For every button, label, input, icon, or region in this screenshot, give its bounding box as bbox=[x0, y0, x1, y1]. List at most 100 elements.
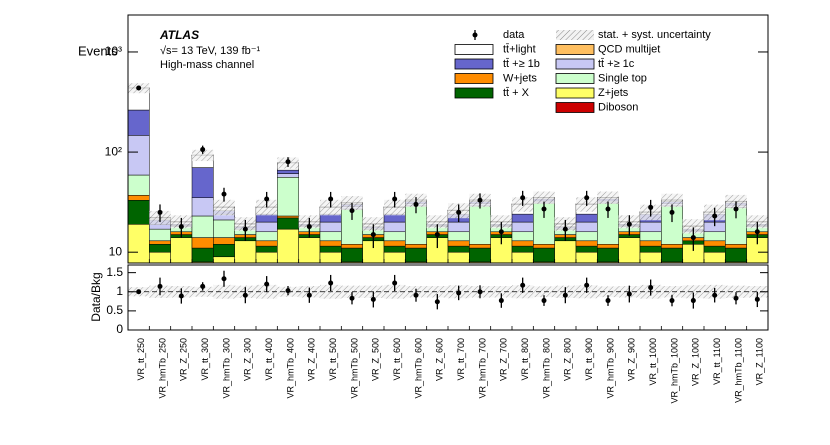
stack-segment bbox=[576, 222, 597, 232]
energy-label: √s= 13 TeV, 139 fb⁻¹ bbox=[160, 45, 261, 57]
x-tick-label: VR_tt_700 bbox=[456, 338, 466, 381]
legend-swatch bbox=[556, 30, 594, 40]
stack-segment bbox=[128, 195, 149, 200]
x-tick-label: VR_hmTb_300 bbox=[221, 338, 231, 399]
stack-segment bbox=[640, 241, 661, 246]
ratio-point bbox=[264, 282, 269, 287]
ratio-point bbox=[158, 284, 163, 289]
stack-segment bbox=[277, 218, 298, 229]
stack-segment bbox=[256, 241, 277, 246]
stack-segment bbox=[320, 232, 341, 241]
stack-segment bbox=[704, 241, 725, 246]
data-point bbox=[200, 147, 205, 152]
stack-segment bbox=[512, 252, 533, 268]
stack-segment bbox=[512, 222, 533, 232]
stack-segment bbox=[213, 238, 234, 245]
data-point bbox=[648, 205, 653, 210]
stack-segment bbox=[277, 174, 298, 178]
uncertainty-band bbox=[213, 200, 234, 215]
data-point bbox=[755, 229, 760, 234]
legend-label: W+jets bbox=[503, 72, 537, 84]
ratio-y-tick-label: 0 bbox=[116, 322, 123, 336]
stack-segment bbox=[256, 222, 277, 232]
data-point bbox=[286, 159, 291, 164]
stack-segment bbox=[640, 232, 661, 241]
x-tick-label: VR_tt_300 bbox=[200, 338, 210, 381]
x-tick-label: VR_tt_500 bbox=[328, 338, 338, 381]
x-tick-label: VR_Z_900 bbox=[627, 338, 637, 381]
stack-segment bbox=[512, 232, 533, 241]
data-point bbox=[179, 224, 184, 229]
stack-segment bbox=[555, 241, 576, 268]
data-point bbox=[371, 232, 376, 237]
ratio-y-tick-label: 1 bbox=[116, 284, 123, 298]
data-point bbox=[499, 229, 504, 234]
stack-segment bbox=[469, 248, 490, 262]
x-tick-label: VR_hmTb_500 bbox=[349, 338, 359, 399]
data-point bbox=[520, 195, 525, 200]
stack-segment bbox=[512, 246, 533, 252]
data-point bbox=[307, 224, 312, 229]
ratio-point bbox=[328, 280, 333, 285]
x-tick-label: VR_Z_300 bbox=[243, 338, 253, 381]
data-point bbox=[222, 192, 227, 197]
ratio-point bbox=[712, 293, 717, 298]
stack-segment bbox=[576, 214, 597, 222]
stack-segment bbox=[448, 252, 469, 268]
stack-segment bbox=[277, 177, 298, 216]
stack-segment bbox=[277, 229, 298, 268]
stack-segment bbox=[448, 241, 469, 246]
stack-segment bbox=[597, 244, 618, 248]
ratio-point bbox=[286, 288, 291, 293]
legend-swatch bbox=[556, 59, 594, 69]
legend-swatch bbox=[455, 59, 493, 69]
data-point bbox=[670, 210, 675, 215]
legend-swatch bbox=[556, 45, 594, 55]
stack-segment bbox=[149, 252, 170, 268]
x-tick-label: VR_tt_800 bbox=[520, 338, 530, 381]
stack-segment bbox=[661, 248, 682, 262]
legend-label: tt̄ +≥ 1b bbox=[503, 58, 540, 70]
channel-label: High-mass channel bbox=[160, 59, 254, 71]
data-point bbox=[542, 207, 547, 212]
x-tick-label: VR_tt_250 bbox=[136, 338, 146, 381]
ratio-point bbox=[307, 293, 312, 298]
legend-swatch bbox=[455, 74, 493, 84]
main-plot bbox=[128, 83, 768, 268]
legend-label: stat. + syst. uncertainty bbox=[598, 29, 711, 41]
legend-swatch bbox=[455, 45, 493, 55]
ratio-point bbox=[584, 283, 589, 288]
stack-segment bbox=[597, 248, 618, 262]
stack-segment bbox=[704, 246, 725, 252]
stack-segment bbox=[341, 248, 362, 262]
x-tick-label: VR_Z_700 bbox=[499, 338, 509, 381]
stack-segment bbox=[533, 248, 554, 262]
stack-segment bbox=[320, 222, 341, 232]
stack-segment bbox=[576, 241, 597, 246]
data-point bbox=[392, 196, 397, 201]
data-point bbox=[584, 195, 589, 200]
legend-label: tt̄+light bbox=[503, 43, 536, 55]
ratio-point bbox=[606, 298, 611, 303]
x-tick-label: VR_hmTb_800 bbox=[541, 338, 551, 399]
x-tick-label: VR_tt_1100 bbox=[712, 338, 722, 385]
data-point bbox=[328, 196, 333, 201]
stack-segment bbox=[512, 214, 533, 222]
x-tick-label: VR_tt_600 bbox=[392, 338, 402, 381]
x-tick-label: VR_hmTb_600 bbox=[413, 338, 423, 399]
ratio-point bbox=[755, 297, 760, 302]
legend-marker bbox=[473, 33, 478, 38]
x-tick-label: VR_Z_400 bbox=[307, 338, 317, 381]
stack-segment bbox=[192, 248, 213, 262]
ratio-point bbox=[563, 293, 568, 298]
legend-swatch bbox=[556, 88, 594, 98]
stack-segment bbox=[277, 216, 298, 218]
stack-segment bbox=[469, 244, 490, 248]
stack-segment bbox=[725, 244, 746, 248]
data-point bbox=[456, 210, 461, 215]
ratio-point bbox=[371, 297, 376, 302]
stack-segment bbox=[256, 246, 277, 252]
stack-segment bbox=[533, 244, 554, 248]
data-point bbox=[414, 202, 419, 207]
ratio-point bbox=[179, 293, 184, 298]
